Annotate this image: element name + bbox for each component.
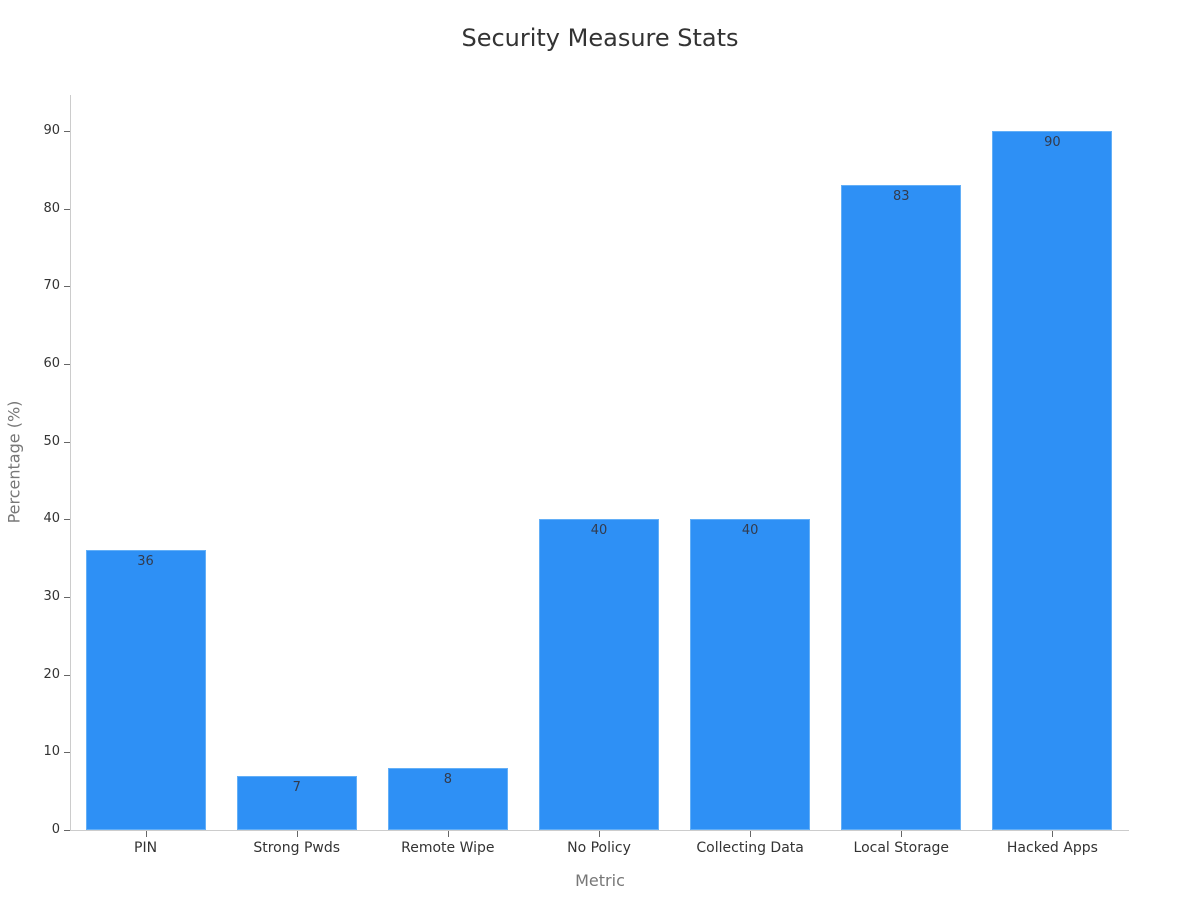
y-tick: 0 xyxy=(0,822,70,846)
x-tick-label: Hacked Apps xyxy=(1006,840,1098,856)
x-tick-mark xyxy=(448,831,449,837)
bar-value-label: 8 xyxy=(443,771,452,787)
y-tick-mark xyxy=(64,131,70,132)
x-tick-mark xyxy=(599,831,600,837)
y-tick: 70 xyxy=(0,278,70,302)
y-tick: 60 xyxy=(0,356,70,380)
y-tick-mark xyxy=(64,675,70,676)
y-tick-label: 90 xyxy=(43,123,60,138)
bar: 8 xyxy=(387,767,508,830)
chart-title: Security Measure Stats xyxy=(461,24,739,52)
y-tick-mark xyxy=(64,519,70,520)
y-tick-label: 50 xyxy=(43,434,60,449)
bar-value-label: 90 xyxy=(1044,135,1061,150)
y-tick-label: 10 xyxy=(43,744,60,759)
x-tick-label: PIN xyxy=(134,840,158,856)
y-tick-mark xyxy=(64,752,70,753)
y-axis-line xyxy=(70,95,71,831)
bar-value-label: 83 xyxy=(893,189,910,205)
y-tick-mark xyxy=(64,364,70,365)
y-tick-label: 30 xyxy=(43,589,60,604)
y-tick: 80 xyxy=(0,201,70,225)
y-tick-label: 80 xyxy=(43,201,60,216)
y-tick-mark xyxy=(64,442,70,443)
y-tick: 50 xyxy=(0,434,70,458)
y-tick-mark xyxy=(64,597,70,598)
y-tick: 20 xyxy=(0,667,70,691)
y-tick-label: 70 xyxy=(43,278,60,293)
x-tick-mark xyxy=(146,831,147,837)
x-axis-line xyxy=(70,830,1129,831)
x-tick-label: Local Storage xyxy=(853,840,950,856)
y-tick-label: 0 xyxy=(51,822,60,837)
x-tick-label: Remote Wipe xyxy=(401,840,495,856)
bar: 83 xyxy=(841,185,962,830)
bar: 36 xyxy=(85,550,206,830)
y-axis-title: Percentage (%) xyxy=(4,400,24,524)
x-tick-mark xyxy=(297,831,298,837)
x-tick-label: Collecting Data xyxy=(696,840,804,856)
bar-value-label: 40 xyxy=(590,523,608,539)
bar: 40 xyxy=(690,519,811,830)
bar: 40 xyxy=(539,519,659,830)
bar: 90 xyxy=(992,131,1113,830)
x-tick-mark xyxy=(1052,831,1053,837)
bar: 7 xyxy=(236,775,357,830)
y-tick: 10 xyxy=(0,744,70,768)
y-tick-label: 40 xyxy=(43,511,60,526)
y-tick-label: 60 xyxy=(43,356,60,371)
x-axis-title: Metric xyxy=(575,871,625,890)
y-tick-label: 20 xyxy=(43,667,60,682)
y-tick: 40 xyxy=(0,511,70,535)
y-tick: 30 xyxy=(0,589,70,613)
x-tick-mark xyxy=(750,831,751,837)
x-tick-label: No Policy xyxy=(567,840,631,856)
y-tick-mark xyxy=(64,830,70,831)
bar-value-label: 40 xyxy=(741,523,759,539)
bar-value-label: 36 xyxy=(137,554,154,570)
bar-value-label: 7 xyxy=(292,779,301,795)
y-tick-mark xyxy=(64,286,70,287)
x-tick-label: Strong Pwds xyxy=(253,840,341,856)
x-tick-mark xyxy=(901,831,902,837)
y-tick: 90 xyxy=(0,123,70,147)
y-tick-mark xyxy=(64,209,70,210)
